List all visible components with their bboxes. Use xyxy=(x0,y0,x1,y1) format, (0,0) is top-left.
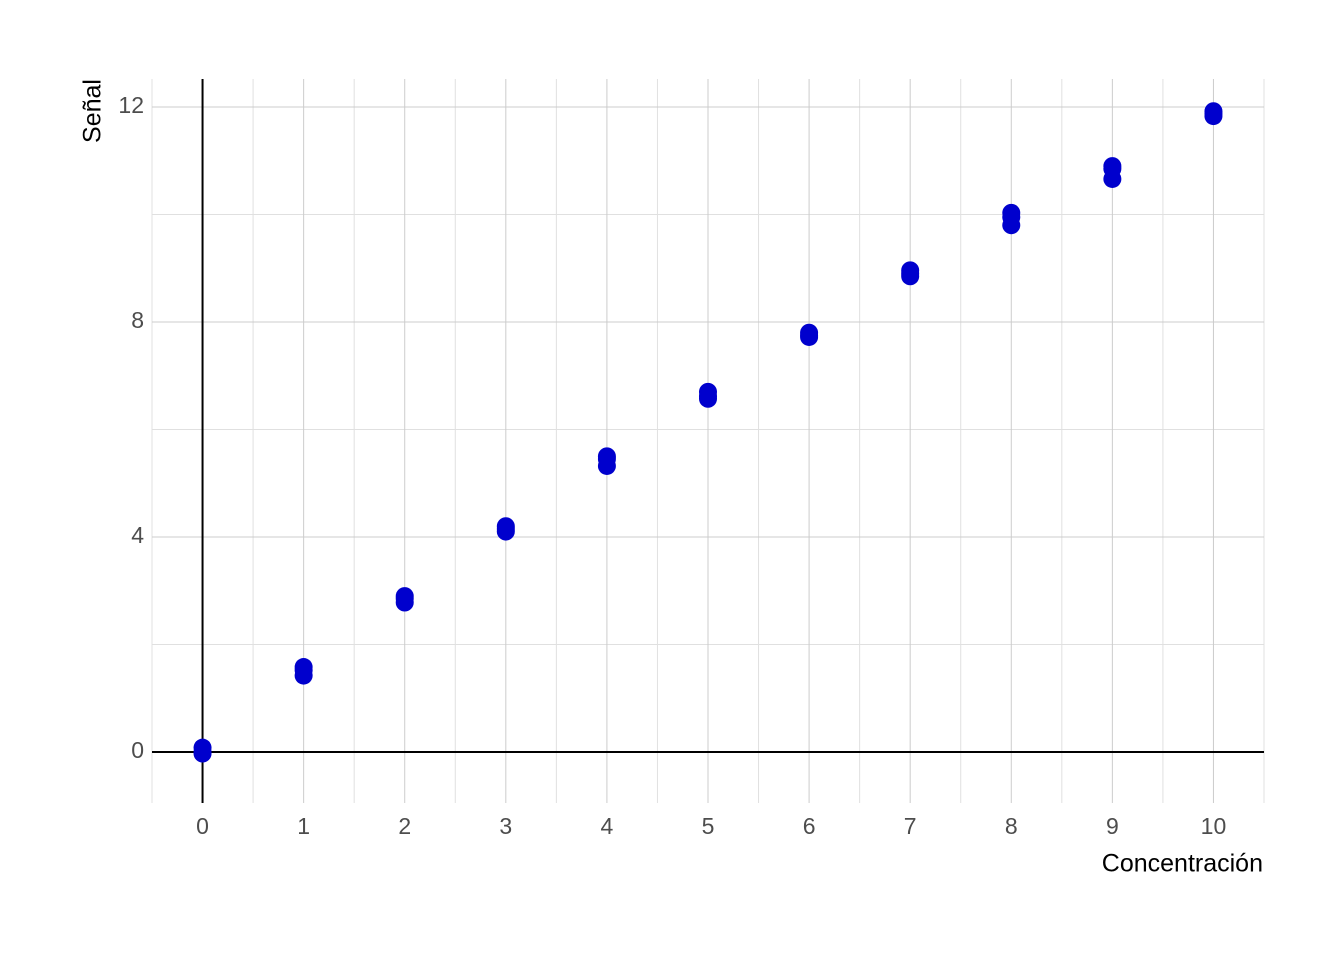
x-tick-label: 9 xyxy=(1106,813,1119,839)
point xyxy=(1002,216,1021,235)
point xyxy=(699,389,717,408)
point xyxy=(193,744,212,763)
y-tick-label: 12 xyxy=(118,92,144,118)
x-tick-label: 8 xyxy=(1005,813,1018,839)
y-tick-label: 8 xyxy=(131,307,144,333)
point xyxy=(294,666,313,685)
y-tick-label: 0 xyxy=(131,737,144,763)
x-tick-label: 1 xyxy=(297,813,310,839)
point xyxy=(395,593,414,612)
point xyxy=(901,267,920,286)
x-tick-label: 3 xyxy=(499,813,512,839)
x-tick-label: 4 xyxy=(601,813,614,839)
x-tick-label: 10 xyxy=(1201,813,1227,839)
point xyxy=(800,327,819,346)
x-tick-label: 0 xyxy=(196,813,209,839)
y-axis-label: Señal xyxy=(79,79,107,143)
point xyxy=(1204,107,1223,126)
y-tick-label: 4 xyxy=(131,522,144,548)
x-tick-label: 7 xyxy=(904,813,917,839)
point xyxy=(597,456,616,475)
x-tick-label: 5 xyxy=(702,813,715,839)
point xyxy=(1103,169,1122,188)
point xyxy=(496,522,515,541)
x-axis-label: Concentración xyxy=(1102,850,1263,878)
x-tick-label: 2 xyxy=(398,813,411,839)
x-tick-label: 6 xyxy=(803,813,816,839)
